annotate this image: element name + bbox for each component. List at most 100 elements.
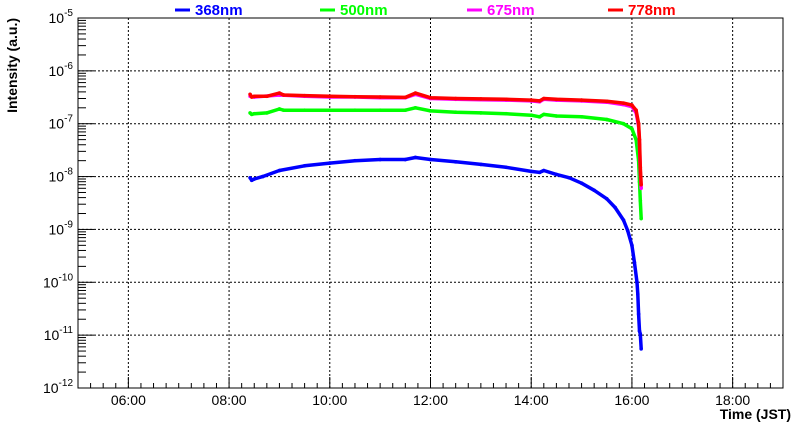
data-point [613,205,617,210]
series-500nm [248,106,643,221]
data-point [248,175,252,180]
data-point [529,169,534,174]
data-point [554,97,559,102]
x-tick-label: 06:00 [111,392,146,408]
data-point [638,332,643,336]
data-point [579,115,584,119]
x-tick-labels: 06:00 08:00 10:00 12:00 14:00 16:00 18:00 [111,392,751,408]
data-point [621,218,626,222]
y-tick-label: 10-6 [49,61,74,79]
data-point [639,186,643,191]
data-point [428,157,433,162]
data-point [529,113,534,117]
series-778nm [248,91,643,187]
data-point [428,95,433,100]
data-point [632,260,637,264]
data-point [636,292,640,296]
data-point [428,109,433,113]
data-point [504,165,508,170]
data-point [630,127,634,131]
data-point [639,182,643,187]
data-point [625,228,630,233]
data-point [542,168,546,173]
data-point [567,175,571,180]
axis-ticks [77,17,784,389]
data-point [592,188,596,193]
legend-label: 368nm [195,2,243,19]
data-point [453,110,458,115]
data-point [537,99,542,103]
data-point [413,155,418,160]
data-point [635,280,639,285]
series-368nm [248,155,643,351]
data-point [554,172,559,177]
data-point [638,198,643,203]
data-point [327,94,332,99]
x-tick-label: 18:00 [715,392,750,408]
data-point [265,94,269,99]
data-point [639,347,643,351]
legend-label: 500nm [340,2,388,19]
data-point [327,161,332,165]
data-point [554,114,559,118]
x-axis-label: Time (JST) [720,406,791,422]
data-point [302,108,307,113]
grid [78,18,783,388]
data-point [630,243,634,248]
y-tick-label: 10-10 [43,272,73,290]
y-tick-label: 10-8 [49,167,74,185]
y-tick-label: 10-12 [43,378,73,396]
x-tick-label: 10:00 [312,392,347,408]
data-point [277,91,282,95]
data-point [252,111,257,116]
data-point [302,163,307,168]
data-point [252,177,257,181]
data-point [353,94,357,99]
data-point [248,92,252,97]
x-tick-label: 12:00 [413,392,448,408]
data-point [636,312,641,316]
legend-label: 675nm [487,2,535,19]
data-point [353,158,357,163]
data-point [636,121,641,126]
y-tick-label: 10-9 [49,219,74,237]
series-layer [248,91,643,351]
data-point [479,97,483,101]
y-tick-label: 10-11 [44,325,74,343]
data-point [260,174,265,179]
data-point [252,94,257,99]
data-point [604,99,609,104]
y-tick-labels: 10-12 10-11 10-10 10-9 10-8 10-7 10-6 10-5 [43,8,73,396]
data-point [353,108,357,113]
data-point [579,181,584,185]
data-point [637,137,642,142]
data-point [403,95,408,100]
data-point [634,108,638,113]
data-point [639,216,643,221]
y-tick-label: 10-7 [49,114,74,132]
data-point [403,157,408,162]
data-point [604,117,609,122]
data-point [542,96,546,101]
data-point [302,93,307,98]
data-point [637,329,642,333]
data-point [504,97,508,102]
data-point [413,91,418,95]
data-point [579,98,584,102]
data-point [378,95,382,99]
y-tick-label: 10-5 [49,8,74,26]
data-point [378,108,382,113]
y-axis-label: Intensity (a.u.) [4,18,20,113]
data-point [621,101,626,105]
data-point [413,106,418,110]
x-tick-label: 16:00 [614,392,649,408]
data-point [537,115,542,119]
data-point [638,165,643,170]
data-point [281,93,286,97]
legend: 368nm 500nm 675nm 778nm [175,2,676,19]
data-point [504,111,508,116]
legend-label: 778nm [628,2,676,19]
data-point [327,108,332,113]
data-point [529,98,534,102]
